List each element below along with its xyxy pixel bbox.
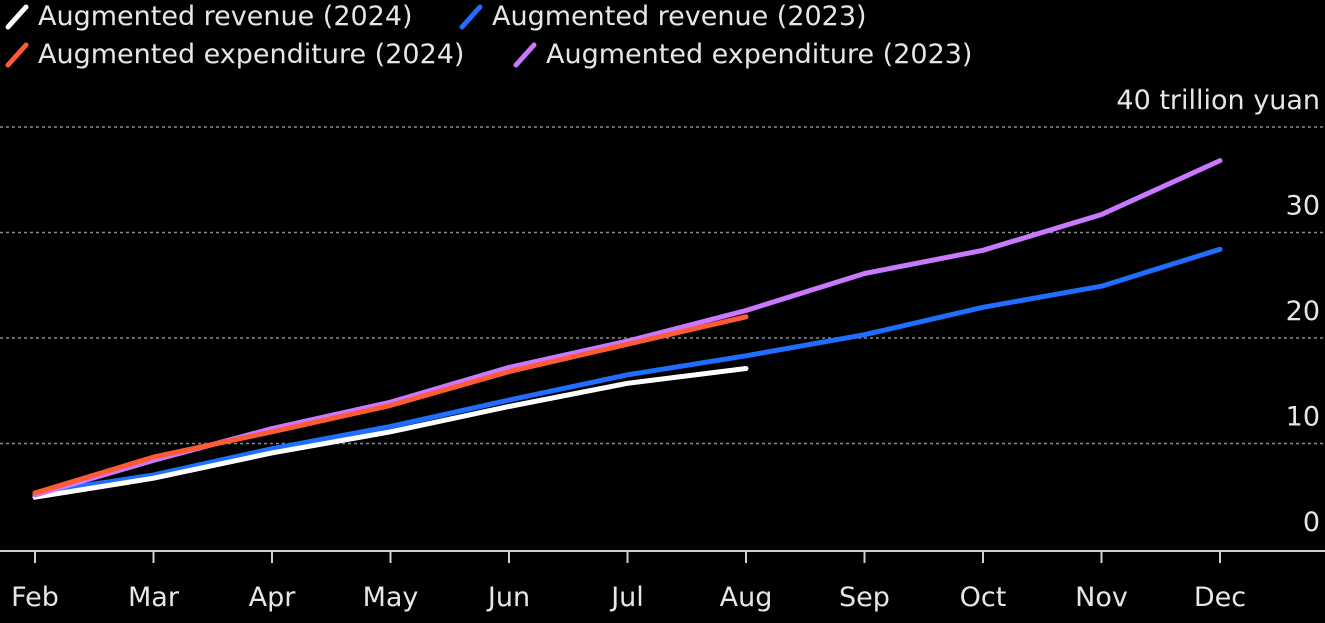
legend-swatch-revenue-2024 [4,0,30,34]
legend-item-expenditure-2023: Augmented expenditure (2023) [512,38,972,72]
legend-label-expenditure-2023: Augmented expenditure (2023) [546,39,973,70]
y-tick-label: 30 [1286,191,1320,222]
legend-label-revenue-2023: Augmented revenue (2023) [492,1,867,32]
y-tick-label: 20 [1286,296,1320,327]
line-expenditure-2024 [32,314,749,496]
x-axis: Feb Mar Apr May Jun Jul Aug Sep Oct Nov Dec [0,550,1325,613]
line-revenue-2024 [32,366,749,500]
legend-label-revenue-2024: Augmented revenue (2024) [38,1,413,32]
x-tick-label: Dec [1194,582,1246,613]
x-tick-label: Aug [720,582,773,613]
x-tick-label: Apr [249,582,297,613]
legend-label-expenditure-2024: Augmented expenditure (2024) [38,39,465,70]
series-lines [32,158,1223,500]
legend-swatch-expenditure-2024 [4,38,30,72]
legend-swatch-revenue-2023 [458,0,484,34]
x-tick-label: Jul [609,582,644,613]
x-tick-label: Jun [486,582,530,613]
x-tick-label: Sep [839,582,890,613]
y-unit-label: 40 trillion yuan [1116,85,1320,116]
y-axis-ticks: 0 10 20 30 40 trillion yuan [1116,85,1320,538]
x-tick-label: Mar [128,582,180,613]
x-tick-label: Feb [11,582,59,613]
line-revenue-2023 [32,246,1223,496]
legend-swatch-expenditure-2023 [512,38,538,72]
y-tick-label: 10 [1286,402,1320,433]
x-tick-label: Oct [960,582,1007,613]
legend-item-expenditure-2024: Augmented expenditure (2024) [4,38,464,72]
y-tick-label: 0 [1303,507,1320,538]
legend-item-revenue-2023: Augmented revenue (2023) [458,0,867,34]
x-tick-label: May [363,582,419,613]
x-tick-label: Nov [1075,582,1128,613]
chart-legend: Augmented revenue (2024) Augmented reven… [0,0,1325,80]
gridlines [0,126,1325,445]
legend-item-revenue-2024: Augmented revenue (2024) [4,0,413,34]
